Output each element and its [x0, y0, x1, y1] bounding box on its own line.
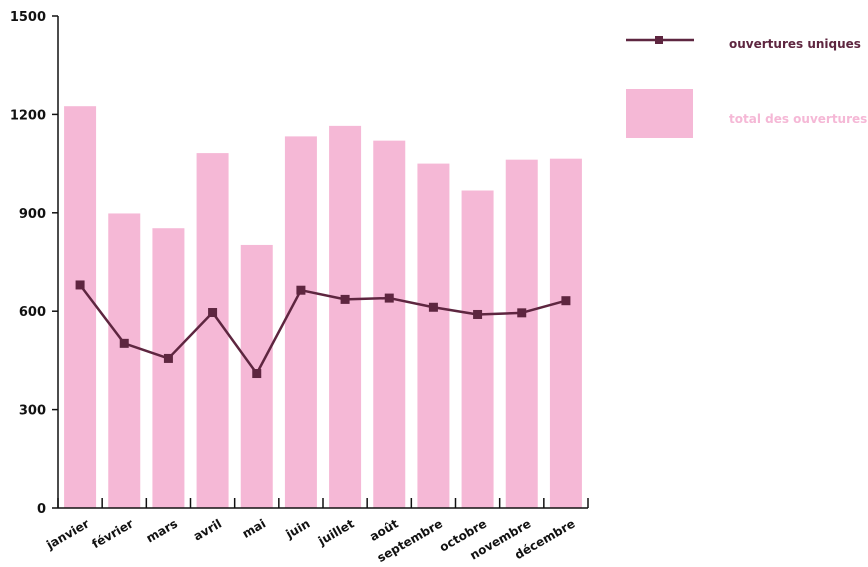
y-tick-label: 1500: [10, 10, 46, 25]
line-point: [384, 293, 394, 303]
bar: [196, 153, 229, 508]
legend-label-bar: total des ouvertures: [729, 112, 867, 126]
series-line: [79, 284, 567, 375]
y-tick-label: 300: [19, 404, 46, 419]
legend: ouvertures uniques total des ouvertures: [626, 36, 867, 138]
line-point: [428, 302, 438, 312]
bar: [329, 125, 362, 508]
x-tick-label: février: [90, 516, 136, 551]
y-tick-label: 900: [19, 207, 46, 222]
x-tick-label: juin: [283, 516, 313, 541]
line-point: [340, 294, 350, 304]
line-point: [163, 353, 173, 363]
bar: [461, 190, 494, 508]
line-point: [473, 309, 483, 319]
x-tick-label: mai: [240, 516, 268, 540]
bar: [152, 228, 185, 508]
line-point: [252, 369, 262, 379]
line-point: [296, 285, 306, 295]
line-point: [561, 296, 571, 306]
legend-label-line: ouvertures uniques: [729, 37, 861, 51]
y-tick-label: 600: [19, 305, 46, 320]
bar: [64, 106, 97, 508]
line-series: [75, 280, 571, 379]
x-tick-label: mars: [144, 516, 180, 545]
bar-series: [64, 106, 582, 508]
legend-bar-swatch: [626, 89, 693, 138]
legend-entry-line: ouvertures uniques: [626, 36, 861, 51]
bar: [284, 136, 317, 508]
bar: [108, 213, 141, 508]
y-ticks: 0 300 600 900 1200 1500: [10, 10, 58, 517]
bar: [505, 159, 538, 508]
y-tick-label: 0: [37, 502, 46, 517]
bar: [549, 158, 582, 508]
x-tick-label: janvier: [43, 516, 91, 552]
line-point: [75, 280, 85, 290]
line-point: [119, 338, 129, 348]
bar: [417, 163, 450, 508]
line-point: [517, 308, 527, 318]
x-tick-label: juillet: [315, 516, 357, 548]
x-tick-label: avril: [191, 516, 224, 543]
y-tick-label: 1200: [10, 108, 46, 123]
legend-entry-bar: total des ouvertures: [626, 89, 867, 138]
line-point: [208, 308, 218, 318]
legend-line-marker: [655, 36, 663, 44]
bar: [373, 140, 406, 508]
